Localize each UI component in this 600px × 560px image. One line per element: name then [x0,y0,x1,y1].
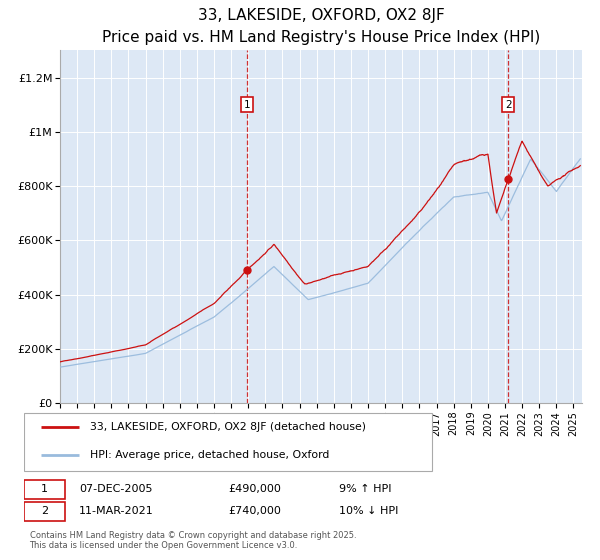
Text: 1: 1 [41,484,48,494]
FancyBboxPatch shape [24,413,433,470]
Text: 07-DEC-2005: 07-DEC-2005 [79,484,152,494]
Text: £740,000: £740,000 [228,506,281,516]
Text: 2: 2 [41,506,48,516]
Text: £490,000: £490,000 [228,484,281,494]
Text: HPI: Average price, detached house, Oxford: HPI: Average price, detached house, Oxfo… [90,450,329,460]
FancyBboxPatch shape [24,480,65,499]
Text: 9% ↑ HPI: 9% ↑ HPI [338,484,391,494]
FancyBboxPatch shape [24,502,65,521]
Text: 2: 2 [505,100,512,110]
Text: Contains HM Land Registry data © Crown copyright and database right 2025.
This d: Contains HM Land Registry data © Crown c… [29,530,356,550]
Text: 1: 1 [244,100,250,110]
Text: 11-MAR-2021: 11-MAR-2021 [79,506,154,516]
Text: 33, LAKESIDE, OXFORD, OX2 8JF (detached house): 33, LAKESIDE, OXFORD, OX2 8JF (detached … [90,422,366,432]
Title: 33, LAKESIDE, OXFORD, OX2 8JF
Price paid vs. HM Land Registry's House Price Inde: 33, LAKESIDE, OXFORD, OX2 8JF Price paid… [102,8,540,45]
Text: 10% ↓ HPI: 10% ↓ HPI [338,506,398,516]
